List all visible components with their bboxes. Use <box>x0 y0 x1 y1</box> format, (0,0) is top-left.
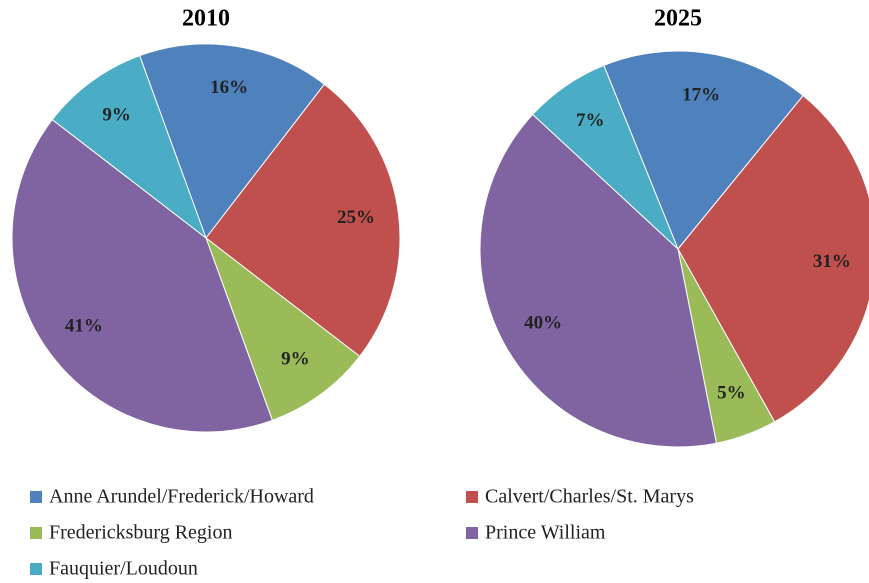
data-label: 7% <box>576 110 605 131</box>
legend-label: Calvert/Charles/St. Marys <box>485 486 694 508</box>
chart-title: 2025 <box>654 6 702 32</box>
legend-swatch <box>30 563 42 575</box>
chart-title: 2010 <box>182 6 230 32</box>
data-label: 40% <box>524 313 562 334</box>
data-label: 16% <box>210 77 248 98</box>
legend-swatch <box>30 527 42 539</box>
legend-swatch <box>30 491 42 503</box>
data-label: 31% <box>813 251 851 272</box>
legend-label: Fredericksburg Region <box>49 522 233 544</box>
legend-swatch <box>466 491 478 503</box>
pie-slice <box>532 64 679 250</box>
data-label: 5% <box>717 382 746 403</box>
pie-slice <box>677 94 869 423</box>
pie-slice <box>603 50 804 250</box>
legend-label: Fauquier/Loudoun <box>49 558 198 580</box>
data-label: 25% <box>337 207 375 228</box>
pie-slice <box>479 113 718 448</box>
pie-slice <box>139 43 326 240</box>
data-label: 9% <box>102 104 131 125</box>
pie-slice <box>11 118 273 433</box>
data-label: 9% <box>281 348 310 369</box>
legend-swatch <box>466 527 478 539</box>
data-label: 17% <box>682 85 720 106</box>
legend-label: Prince William <box>485 522 606 544</box>
pie-slice <box>204 236 361 421</box>
pie-slice <box>51 55 208 240</box>
legend-label: Anne Arundel/Frederick/Howard <box>49 486 314 508</box>
pie-slice <box>205 83 401 358</box>
data-label: 41% <box>65 316 103 337</box>
